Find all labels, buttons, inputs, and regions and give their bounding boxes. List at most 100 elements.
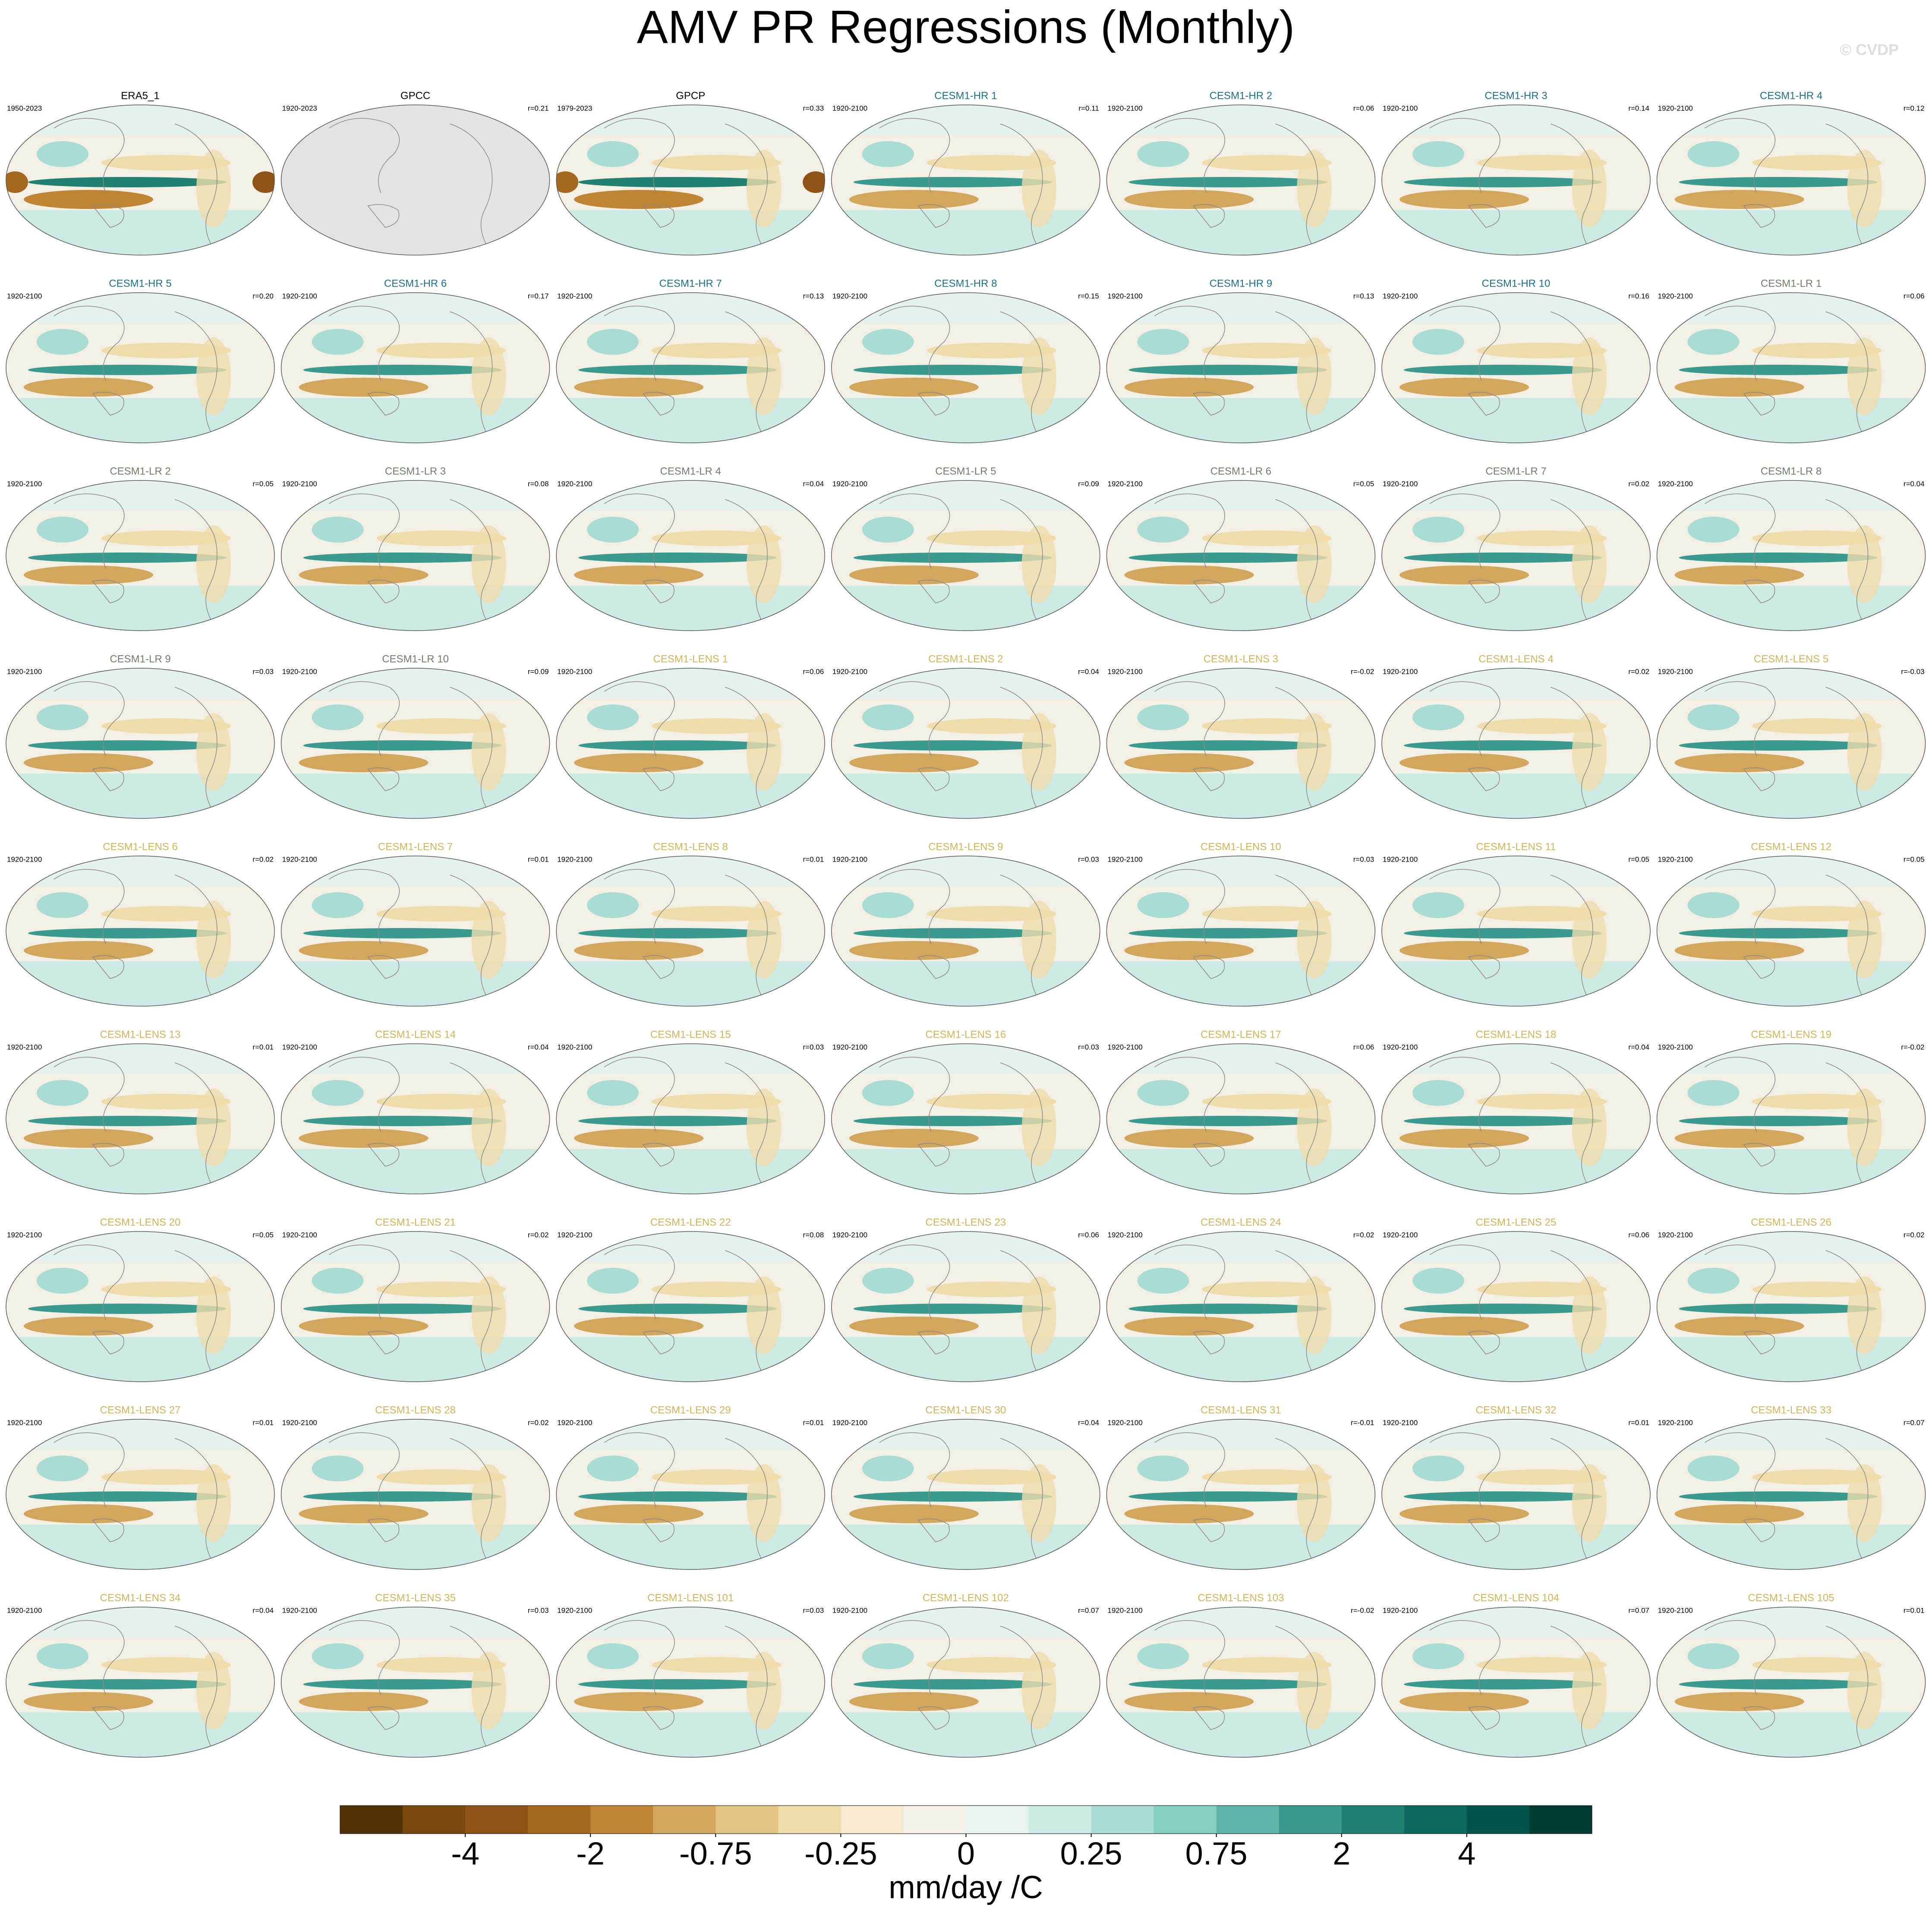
map: [831, 480, 1100, 631]
map-band: [1752, 718, 1882, 734]
map: [1657, 1231, 1926, 1382]
map-band: [1674, 1504, 1804, 1523]
coastline: [1429, 1244, 1593, 1376]
map-band: [6, 586, 274, 631]
map-band: [1412, 141, 1464, 167]
panel-r: r=0.14: [1628, 104, 1649, 112]
panel-years: 1920-2100: [1383, 104, 1418, 112]
map-band: [1106, 1712, 1375, 1757]
map-band: [1572, 525, 1607, 603]
map-band: [312, 704, 364, 730]
map-band: [1674, 753, 1804, 772]
map-band: [1847, 901, 1882, 979]
map-border: [556, 668, 825, 819]
map-band: [578, 1116, 777, 1126]
colorbar-swatch: [465, 1806, 528, 1834]
map-band: [28, 1116, 227, 1126]
map-band: [927, 343, 1056, 358]
coastline: [54, 869, 217, 1001]
coastline: [329, 1057, 493, 1188]
map-border: [831, 856, 1100, 1007]
coastline: [54, 1620, 217, 1752]
map-band: [849, 190, 979, 209]
map-band: [849, 941, 979, 960]
colorbar-swatch: [1404, 1806, 1467, 1834]
map-band: [1382, 1607, 1650, 1637]
map-band: [1687, 1080, 1740, 1106]
map-band: [862, 1080, 914, 1106]
map: [831, 1231, 1100, 1382]
coastline: [1429, 681, 1593, 813]
map-band: [37, 329, 88, 355]
map-band: [1137, 892, 1189, 918]
panel-years: 1920-2100: [1383, 1231, 1418, 1239]
map-band: [28, 740, 227, 751]
coastline: [329, 869, 493, 1001]
panel-years: 1920-2100: [1383, 1606, 1418, 1614]
map-border: [281, 292, 550, 443]
map-band: [1202, 530, 1332, 546]
coastline: [604, 1620, 768, 1752]
panel-r: r=0.13: [803, 292, 824, 300]
map-band: [376, 530, 506, 546]
map-border: [1381, 668, 1651, 819]
map-band: [471, 901, 506, 979]
map-band: [1752, 1282, 1882, 1297]
map-band: [1687, 892, 1740, 918]
panel-title: CESM1-LENS 101: [647, 1592, 734, 1604]
coastline: [604, 869, 768, 1001]
map-band: [101, 155, 231, 171]
map-band: [37, 141, 88, 167]
panel-years: 1920-2100: [282, 667, 317, 676]
panel-title: CESM1-LENS 6: [103, 841, 177, 853]
map-band: [578, 177, 777, 187]
map: [556, 1607, 825, 1757]
map-band: [1297, 1652, 1332, 1730]
map-band: [312, 892, 364, 918]
panel-r: r=0.08: [803, 1231, 824, 1239]
panel-title: CESM1-LR 10: [382, 653, 449, 665]
map-band: [831, 1149, 1100, 1194]
map-band: [1106, 1525, 1375, 1569]
map-band: [1297, 150, 1332, 227]
panel-years: 1920-2100: [1107, 667, 1142, 676]
map-band: [196, 1464, 231, 1542]
map-band: [862, 329, 914, 355]
map-band: [24, 190, 153, 209]
map-band: [927, 1282, 1056, 1297]
map-band: [831, 668, 1100, 698]
map-band: [1657, 398, 1926, 443]
map-border: [1106, 1043, 1376, 1194]
map-border: [6, 480, 275, 631]
panel-r: r=0.01: [803, 855, 824, 863]
map-band: [1106, 856, 1375, 886]
map-band: [24, 378, 153, 397]
map-band: [471, 338, 506, 415]
map-border: [1106, 668, 1376, 819]
map-band: [6, 1231, 274, 1262]
map-band: [1412, 1643, 1464, 1669]
panel-r: r=0.12: [1904, 104, 1925, 112]
map: [1657, 105, 1926, 255]
map-band: [1021, 150, 1056, 227]
map-band: [1404, 740, 1602, 751]
coastline: [879, 1432, 1043, 1564]
map-band: [1297, 1089, 1332, 1166]
coastline: [604, 1057, 768, 1188]
map-band: [652, 906, 782, 922]
panel-r: r=0.06: [1904, 292, 1925, 300]
colorbar-swatch: [966, 1806, 1029, 1834]
map-band: [471, 713, 506, 791]
map: [1382, 856, 1650, 1006]
map-band: [1399, 1504, 1529, 1523]
map-band: [37, 704, 88, 730]
map-band: [652, 1282, 782, 1297]
map-band: [1412, 329, 1464, 355]
map: [6, 480, 274, 631]
map-band: [1124, 565, 1254, 584]
panel-title: CESM1-LR 8: [1761, 465, 1822, 477]
colorbar-swatch: [715, 1806, 778, 1834]
map-border: [1381, 1043, 1651, 1194]
map: [1657, 480, 1926, 631]
panel-years: 1920-2100: [1383, 480, 1418, 488]
